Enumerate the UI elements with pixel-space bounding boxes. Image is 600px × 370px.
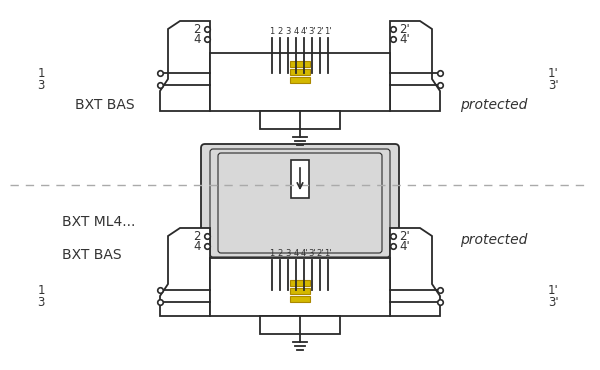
- Polygon shape: [290, 280, 310, 286]
- Text: 4: 4: [193, 239, 201, 252]
- Polygon shape: [290, 288, 310, 294]
- Polygon shape: [210, 258, 390, 316]
- Text: 2: 2: [277, 249, 283, 258]
- Text: 2: 2: [193, 229, 201, 242]
- Text: 1: 1: [38, 283, 45, 296]
- Text: 1: 1: [38, 67, 45, 80]
- Text: 2': 2': [399, 23, 410, 36]
- Text: 2: 2: [193, 23, 201, 36]
- Polygon shape: [390, 21, 440, 111]
- Text: 2': 2': [399, 229, 410, 242]
- Polygon shape: [290, 69, 310, 75]
- FancyBboxPatch shape: [201, 144, 399, 262]
- Text: 4': 4': [300, 27, 308, 36]
- Polygon shape: [260, 111, 340, 129]
- Text: 1': 1': [324, 27, 332, 36]
- Text: 1': 1': [324, 249, 332, 258]
- Text: 4': 4': [300, 249, 308, 258]
- Polygon shape: [160, 228, 210, 316]
- Polygon shape: [290, 61, 310, 67]
- Text: 3': 3': [548, 296, 559, 309]
- Text: 4': 4': [399, 239, 410, 252]
- Text: 3: 3: [38, 296, 45, 309]
- Text: 3': 3': [548, 78, 559, 91]
- Polygon shape: [290, 296, 310, 302]
- Text: 1': 1': [548, 67, 559, 80]
- Text: 1: 1: [269, 249, 275, 258]
- Text: BXT ML4...: BXT ML4...: [62, 215, 136, 229]
- Text: 3: 3: [286, 27, 290, 36]
- Text: 2': 2': [316, 27, 324, 36]
- Text: 1: 1: [269, 27, 275, 36]
- Polygon shape: [290, 77, 310, 83]
- Text: 3': 3': [308, 249, 316, 258]
- Polygon shape: [160, 21, 210, 111]
- Polygon shape: [210, 53, 390, 111]
- Text: 2': 2': [316, 249, 324, 258]
- Polygon shape: [260, 316, 340, 334]
- Text: 3': 3': [308, 27, 316, 36]
- Text: 4': 4': [399, 33, 410, 46]
- Text: BXT BAS: BXT BAS: [62, 248, 122, 262]
- Text: protected: protected: [460, 98, 527, 112]
- Text: 4: 4: [293, 27, 299, 36]
- Polygon shape: [390, 228, 440, 316]
- Bar: [291, 160, 309, 198]
- Text: 3: 3: [38, 78, 45, 91]
- Text: 3: 3: [286, 249, 290, 258]
- Text: protected: protected: [460, 233, 527, 247]
- Text: 1': 1': [548, 283, 559, 296]
- Text: 4: 4: [193, 33, 201, 46]
- Text: 2: 2: [277, 27, 283, 36]
- Text: 4: 4: [293, 249, 299, 258]
- Text: BXT BAS: BXT BAS: [75, 98, 134, 112]
